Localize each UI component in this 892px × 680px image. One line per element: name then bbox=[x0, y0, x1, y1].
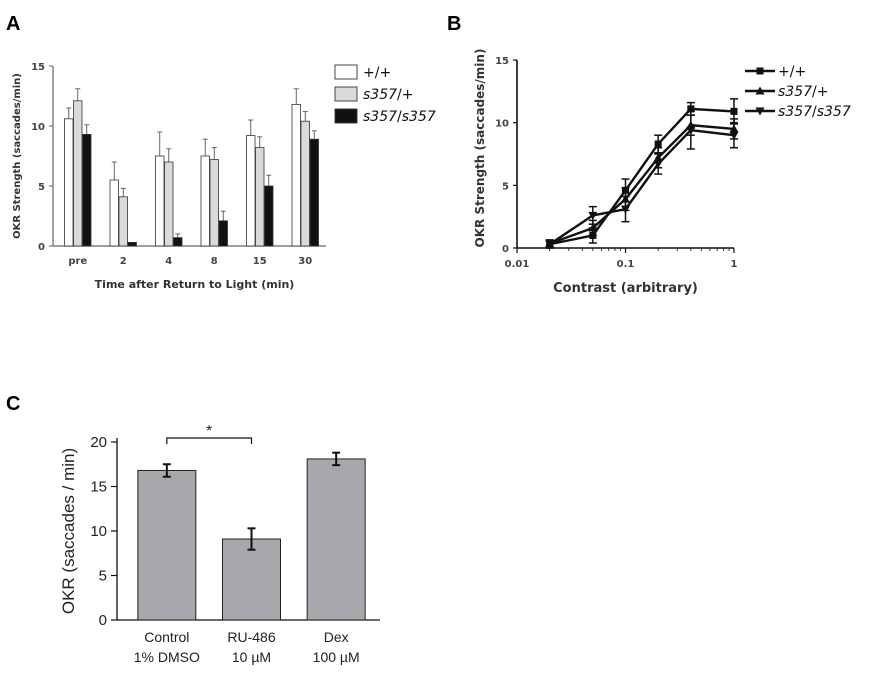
a-bar bbox=[73, 100, 83, 247]
b-data-point bbox=[653, 160, 663, 169]
b-legend-marker bbox=[755, 107, 765, 116]
a-bar bbox=[64, 118, 74, 247]
b-data-point bbox=[729, 131, 739, 140]
a-x-axis-label: Time after Return to Light (min) bbox=[95, 278, 295, 291]
a-bar bbox=[218, 220, 228, 247]
c-x-tick-label: Dex bbox=[324, 629, 349, 645]
b-y-tick-label: 10 bbox=[495, 119, 509, 130]
a-x-tick-label: 8 bbox=[211, 256, 218, 267]
panel-b-chart: 0 5 10 15 0.01 0.1 1 Contrast (arbitrary) OKR St… bbox=[473, 49, 851, 296]
c-x-tick-sublabel: 1% DMSO bbox=[134, 649, 200, 665]
b-legend-label: +/+ bbox=[778, 64, 806, 80]
a-x-tick-label: 4 bbox=[165, 256, 172, 267]
c-significance-bracket bbox=[166, 437, 253, 444]
a-bar bbox=[155, 155, 165, 247]
b-data-point bbox=[588, 223, 598, 232]
a-legend-swatch bbox=[334, 108, 358, 124]
c-y-tick-label: 0 bbox=[99, 612, 107, 629]
a-y-tick-label: 5 bbox=[38, 182, 45, 193]
b-data-point bbox=[621, 205, 630, 214]
c-y-axis-label: OKR (saccades / min) bbox=[59, 448, 78, 614]
panel-letter-c: C bbox=[6, 393, 20, 415]
a-legend-swatch bbox=[334, 64, 358, 80]
b-series-line bbox=[548, 128, 735, 246]
a-bar bbox=[264, 185, 274, 247]
b-data-point bbox=[730, 107, 738, 115]
a-legend-label: s357/+ bbox=[363, 87, 413, 103]
b-y-axis-label: OKR Strength (saccades/min) bbox=[473, 49, 487, 248]
a-bar bbox=[246, 135, 256, 247]
b-x-tick-label: 1 bbox=[731, 259, 738, 270]
b-data-point bbox=[588, 211, 598, 220]
b-data-point bbox=[687, 105, 695, 113]
a-bar bbox=[255, 147, 265, 247]
a-bar bbox=[200, 155, 210, 247]
a-legend-label: +/+ bbox=[363, 65, 391, 81]
b-y-tick-label: 5 bbox=[502, 181, 509, 192]
c-bar bbox=[222, 538, 281, 621]
a-bar bbox=[127, 241, 137, 247]
a-x-tick-label: 30 bbox=[298, 256, 312, 267]
a-bar bbox=[209, 159, 219, 247]
b-data-point bbox=[545, 240, 555, 249]
b-y-tick-label: 0 bbox=[502, 244, 509, 255]
a-bar bbox=[291, 104, 301, 247]
a-y-tick-label: 15 bbox=[31, 62, 45, 73]
panel-letter-a: A bbox=[6, 13, 20, 35]
a-bar bbox=[173, 237, 183, 247]
c-x-tick-label: Control bbox=[144, 629, 189, 645]
b-x-tick-label: 0.1 bbox=[617, 259, 635, 270]
a-bar bbox=[118, 196, 128, 247]
panel-c-chart: 0 5 10 15 20 Control 1% DMSO RU-486 10 µM Dex 100 … bbox=[59, 423, 380, 665]
c-x-tick-sublabel: 100 µM bbox=[313, 649, 360, 665]
panel-letter-b: B bbox=[447, 13, 461, 35]
b-legend-marker bbox=[755, 86, 765, 95]
c-bar bbox=[306, 458, 366, 621]
b-data-point bbox=[686, 126, 696, 135]
a-x-tick-label: 2 bbox=[120, 256, 127, 267]
c-significance-star: * bbox=[206, 423, 212, 440]
c-y-tick-label: 10 bbox=[90, 523, 107, 540]
b-x-tick-label: 0.01 bbox=[505, 259, 530, 270]
c-x-tick-label: RU-486 bbox=[227, 629, 275, 645]
b-legend-label: s357/+ bbox=[778, 84, 828, 100]
b-series-line bbox=[549, 107, 735, 246]
a-bar bbox=[309, 138, 319, 247]
a-y-tick-label: 10 bbox=[31, 122, 45, 133]
b-legend-label: s357/s357 bbox=[778, 104, 851, 120]
a-legend-swatch bbox=[334, 86, 358, 102]
a-y-axis-label: OKR Strength (saccades/min) bbox=[12, 73, 23, 239]
c-y-tick-label: 15 bbox=[90, 479, 107, 496]
a-bar bbox=[300, 120, 310, 247]
b-data-point bbox=[654, 140, 662, 148]
b-y-tick-label: 15 bbox=[495, 56, 509, 67]
c-x-tick-sublabel: 10 µM bbox=[232, 649, 271, 665]
c-bar bbox=[137, 469, 197, 621]
a-x-tick-label: pre bbox=[68, 256, 87, 267]
c-y-tick-label: 20 bbox=[90, 434, 107, 451]
a-legend-label: s357/s357 bbox=[363, 109, 436, 125]
a-y-tick-label: 0 bbox=[38, 242, 45, 253]
a-bar bbox=[82, 133, 92, 247]
a-bar bbox=[164, 161, 174, 247]
a-x-tick-label: 15 bbox=[253, 256, 267, 267]
b-series-line bbox=[549, 123, 735, 245]
a-bar bbox=[109, 179, 119, 247]
b-legend-marker bbox=[756, 67, 764, 75]
c-y-tick-label: 5 bbox=[99, 568, 107, 585]
b-x-axis-label: Contrast (arbitrary) bbox=[553, 281, 698, 296]
